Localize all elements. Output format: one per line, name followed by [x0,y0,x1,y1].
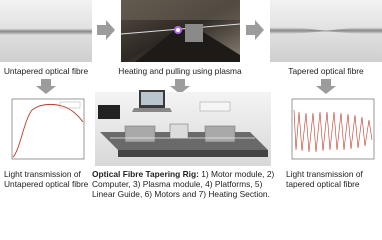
arrow [97,20,115,40]
rig-caption: Optical Fibre Tapering Rig: 1) Motor mod… [92,169,274,179]
arrow [246,20,264,40]
arrow [36,79,56,94]
untapered-plot [4,95,88,167]
plot-caption: Untapered optical fibre [4,179,89,189]
rig-image [95,90,271,166]
rig-caption-title: Optical Fibre Tapering Rig: [92,169,199,179]
arrow [170,79,190,94]
plot-caption: tapered optical fibre [286,179,360,189]
rig-caption: Computer, 3) Plasma module, 4) Platforms… [92,179,263,189]
panel-label: Tapered optical fibre [288,66,364,76]
untapered-image [0,0,92,62]
arrow [316,79,336,94]
figure: Untapered optical fibre Heating and pull… [0,0,382,199]
plot-caption: Light transmission of [286,169,363,179]
tapered-plot [284,95,378,167]
panel-label: Heating and pulling using plasma [118,66,242,76]
rig-caption-text: 1) Motor module, 2) [199,169,275,179]
tapered-image [270,0,382,62]
rig-caption: Linear Guide, 6) Motors and 7) Heating S… [92,189,270,199]
plot-caption: Light transmission of [4,169,81,179]
panel-label: Untapered optical fibre [4,66,89,76]
heating-photo [120,0,241,62]
